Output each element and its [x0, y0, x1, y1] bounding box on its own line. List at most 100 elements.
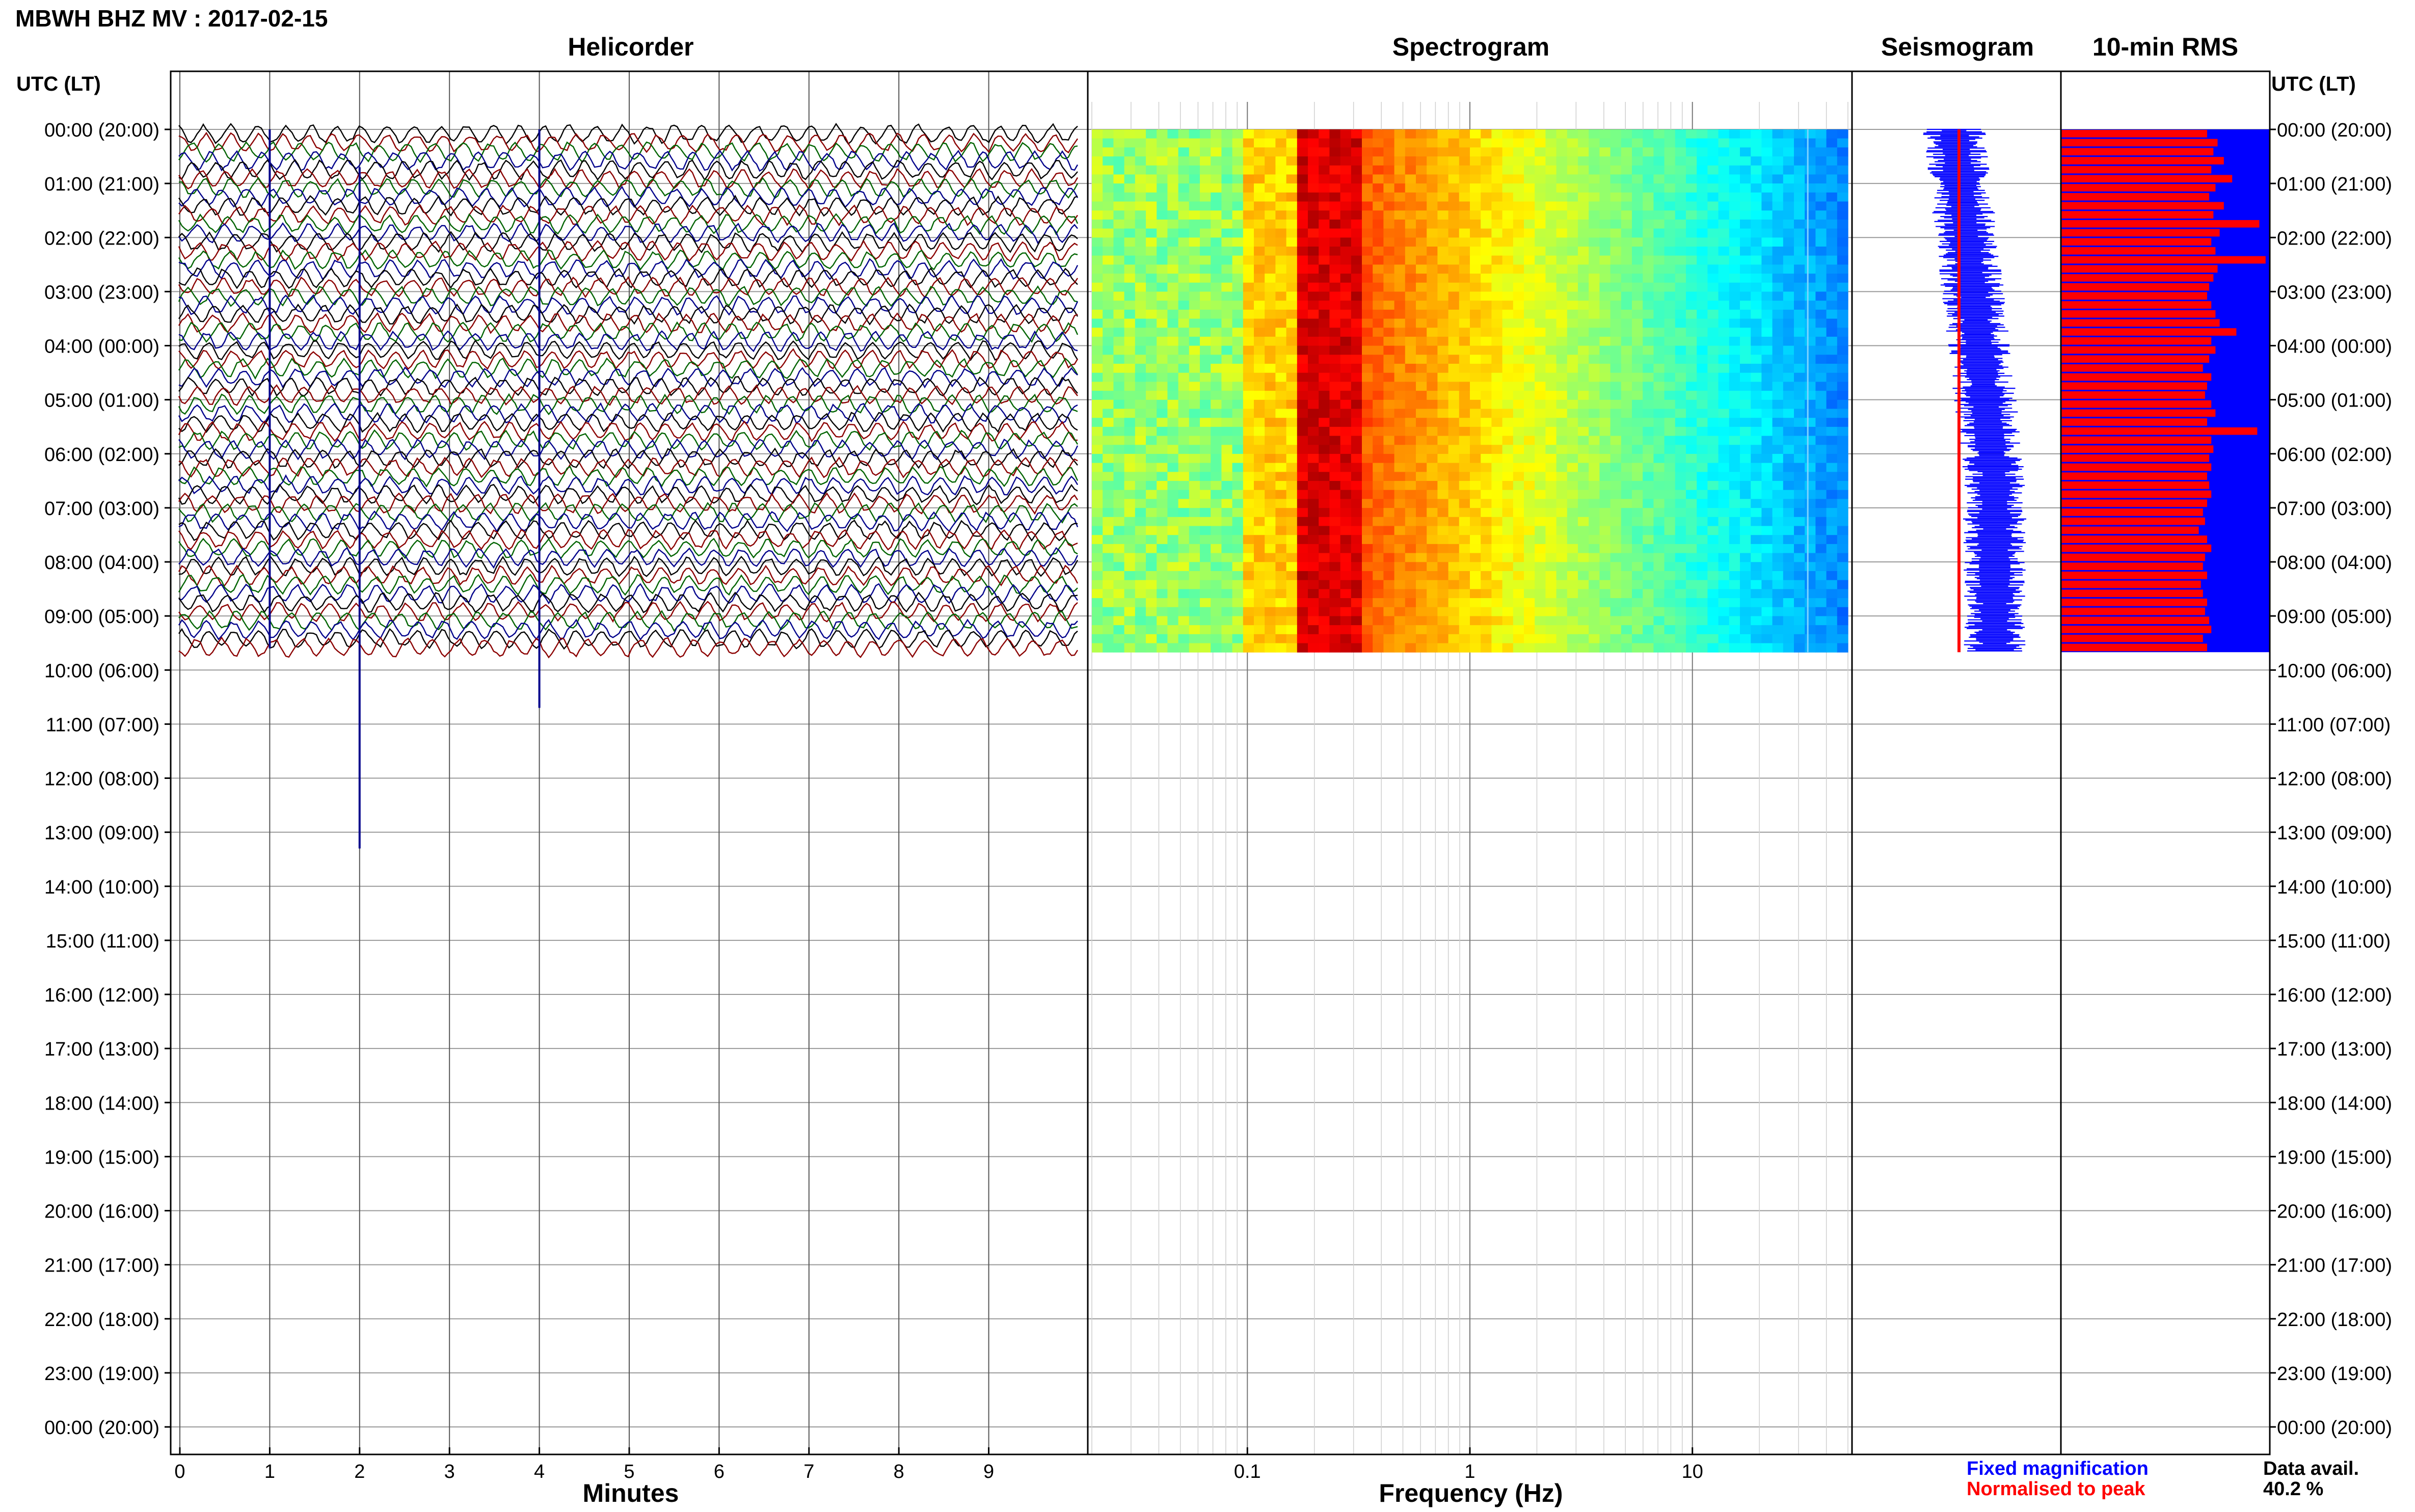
spectrogram-cell [1178, 508, 1190, 518]
spectrogram-cell [1167, 544, 1179, 554]
spectrogram-cell [1567, 517, 1578, 527]
spectrogram-cell [1329, 274, 1341, 283]
spectrogram-cell [1632, 291, 1643, 301]
spectrogram-cell [1805, 426, 1816, 437]
spectrogram-cell [1783, 210, 1794, 220]
spectrogram-cell [1405, 598, 1416, 608]
spectrogram-cell [1491, 598, 1503, 608]
spectrogram-cell [1092, 382, 1103, 391]
spectrogram-cell [1383, 553, 1395, 562]
spectrogram-cell [1740, 237, 1751, 247]
spectrogram-cell [1815, 598, 1827, 608]
spectrogram-cell [1221, 562, 1233, 572]
spectrogram-cell [1146, 247, 1157, 256]
spectrogram-cell [1643, 634, 1654, 644]
spectrogram-cell [1103, 318, 1114, 328]
spectrogram-cell [1178, 553, 1190, 562]
spectrogram-cell [1740, 382, 1751, 391]
spectrogram-cell [1621, 418, 1632, 427]
spectrogram-cell [1621, 274, 1632, 283]
spectrogram-cell [1761, 481, 1773, 491]
spectrogram-cell [1740, 535, 1751, 545]
spectrogram-cell [1113, 562, 1125, 572]
spectrogram-cell [1373, 499, 1384, 508]
spectrogram-cell [1740, 598, 1751, 608]
spectrogram-cell [1373, 264, 1384, 274]
spectrogram-cell [1826, 643, 1838, 653]
spectrogram-cell [1513, 210, 1524, 220]
spectrogram-cell [1319, 399, 1330, 410]
spectrogram-cell [1319, 391, 1330, 400]
spectrogram-cell [1826, 526, 1838, 535]
spectrogram-cell [1448, 553, 1460, 562]
spectrogram-cell [1707, 282, 1719, 292]
spectrogram-cell [1761, 426, 1773, 437]
spectrogram-cell [1740, 129, 1751, 139]
rms-bar [2061, 229, 2220, 237]
spectrogram-cell [1297, 616, 1308, 626]
spectrogram-cell [1437, 201, 1449, 211]
spectrogram-cell [1362, 282, 1373, 292]
spectrogram-cell [1340, 210, 1352, 220]
spectrogram-cell [1470, 345, 1481, 355]
spectrogram-cell [1707, 598, 1719, 608]
spectrogram-cell [1092, 544, 1103, 554]
spectrogram-cell [1481, 264, 1492, 274]
spectrogram-cell [1405, 580, 1416, 589]
spectrogram-cell [1805, 291, 1816, 301]
left-hour-tick-label: 22:00 (18:00) [44, 1309, 159, 1331]
spectrogram-cell [1556, 526, 1568, 535]
spectrogram-cell [1729, 391, 1740, 400]
spectrogram-cell [1351, 129, 1362, 139]
spectrogram-cell [1232, 318, 1244, 328]
spectrogram-cell [1578, 517, 1589, 527]
spectrogram-cell [1772, 165, 1784, 175]
spectrogram-cell [1297, 138, 1308, 148]
spectrogram-cell [1297, 274, 1308, 283]
spectrogram-cell [1135, 598, 1146, 608]
spectrogram-cell [1243, 526, 1254, 535]
spectrogram-cell [1826, 391, 1838, 400]
spectrogram-cell [1610, 391, 1622, 400]
spectrogram-cell [1189, 418, 1200, 427]
spectrogram-cell [1308, 345, 1319, 355]
spectrogram-cell [1783, 499, 1794, 508]
rms-bar [2061, 202, 2224, 210]
spectrogram-cell [1805, 264, 1816, 274]
spectrogram-cell [1265, 364, 1276, 373]
spectrogram-cell [1513, 399, 1524, 410]
spectrogram-cell [1761, 345, 1773, 355]
spectrogram-cell [1578, 526, 1589, 535]
spectrogram-cell [1675, 463, 1686, 472]
spectrogram-cell [1211, 472, 1222, 481]
spectrogram-cell [1297, 535, 1308, 545]
spectrogram-cell [1416, 291, 1427, 301]
spectrogram-cell [1578, 607, 1589, 617]
spectrogram-cell [1297, 481, 1308, 491]
spectrogram-cell [1308, 391, 1319, 400]
helicorder-trace [178, 312, 1078, 335]
spectrogram-cell [1632, 355, 1643, 364]
spectrogram-cell [1513, 463, 1524, 472]
spectrogram-cell [1286, 553, 1298, 562]
spectrogram-cell [1254, 499, 1265, 508]
spectrogram-cell [1567, 499, 1578, 508]
spectrogram-cell [1697, 255, 1708, 265]
spectrogram-cell [1254, 643, 1265, 653]
spectrogram-cell [1416, 147, 1427, 157]
spectrogram-cell [1459, 508, 1470, 518]
spectrogram-cell [1815, 409, 1827, 418]
spectrogram-cell [1751, 562, 1762, 572]
spectrogram-cell [1254, 391, 1265, 400]
spectrogram-cell [1761, 535, 1773, 545]
spectrogram-cell [1599, 301, 1611, 310]
spectrogram-cell [1297, 472, 1308, 481]
spectrogram-cell [1772, 436, 1784, 445]
spectrogram-cell [1167, 445, 1179, 454]
spectrogram-cell [1664, 274, 1676, 283]
spectrogram-cell [1502, 418, 1514, 427]
spectrogram-cell [1491, 165, 1503, 175]
spectrogram-cell [1265, 562, 1276, 572]
spectrogram-cell [1589, 156, 1600, 166]
spectrogram-cell [1459, 372, 1470, 383]
